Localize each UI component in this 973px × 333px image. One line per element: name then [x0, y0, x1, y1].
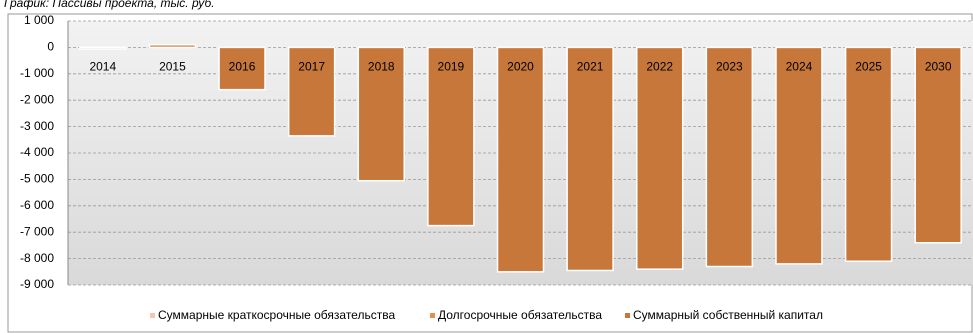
x-tick-label: 2023: [716, 60, 743, 74]
bar: [79, 46, 127, 50]
bar: [705, 46, 754, 268]
bar: [427, 46, 475, 227]
legend-label: Суммарный собственный капитал: [633, 308, 823, 322]
y-tick-label: -4 000: [20, 145, 54, 159]
legend-swatch: [430, 313, 435, 318]
y-tick-label: -1 000: [20, 66, 54, 80]
bar: [636, 46, 684, 270]
y-tick-label: -9 000: [20, 277, 54, 291]
x-tick-label: 2015: [159, 60, 186, 74]
bar: [496, 46, 545, 273]
x-tick-label: 2017: [298, 60, 325, 74]
bar: [218, 46, 266, 91]
y-tick-label: -2 000: [20, 92, 54, 106]
legend-label: Долгосрочные обязательства: [438, 308, 602, 322]
x-tick-label: 2025: [855, 60, 882, 74]
x-tick-label: 2014: [89, 60, 116, 74]
bar: [844, 46, 893, 262]
x-tick-label: 2024: [786, 60, 813, 74]
bar: [287, 46, 336, 137]
x-tick-label: 2019: [438, 60, 465, 74]
x-tick-label: 2016: [229, 60, 256, 74]
bar: [357, 46, 405, 182]
bar: [775, 46, 823, 265]
x-tick-label: 2021: [577, 60, 604, 74]
x-tick-label: 2018: [368, 60, 395, 74]
bar: [566, 46, 614, 272]
bar: [914, 46, 962, 244]
legend-swatch: [150, 313, 155, 318]
x-tick-label: 2030: [925, 60, 952, 74]
y-tick-label: -5 000: [20, 172, 54, 186]
legend-label: Суммарные краткосрочные обязательства: [158, 308, 395, 322]
y-tick-label: 1 000: [24, 13, 54, 27]
chart-title: График: Пассивы проекта, тыс. руб.: [4, 0, 215, 10]
y-tick-label: -3 000: [20, 119, 54, 133]
x-tick-label: 2020: [507, 60, 534, 74]
legend-swatch: [625, 313, 630, 318]
x-tick-label: 2022: [646, 60, 673, 74]
y-tick-label: 0: [47, 40, 54, 54]
y-tick-label: -8 000: [20, 251, 54, 265]
y-tick-label: -7 000: [20, 224, 54, 238]
bar: [148, 44, 197, 49]
y-tick-label: -6 000: [20, 198, 54, 212]
